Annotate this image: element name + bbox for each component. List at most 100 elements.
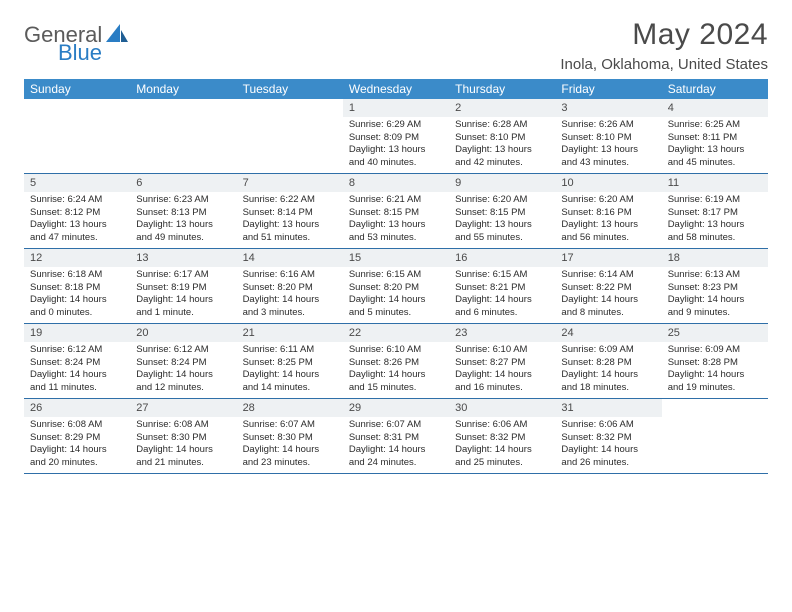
day-cell: 16Sunrise: 6:15 AMSunset: 8:21 PMDayligh… (449, 249, 555, 323)
sunset-text: Sunset: 8:15 PM (455, 207, 549, 220)
sunrise-text: Sunrise: 6:08 AM (136, 419, 230, 432)
weekday-header: Sunday (24, 79, 130, 99)
sunset-text: Sunset: 8:21 PM (455, 282, 549, 295)
sunrise-text: Sunrise: 6:06 AM (561, 419, 655, 432)
daylight-text: Daylight: 14 hours and 19 minutes. (668, 369, 762, 394)
sunrise-text: Sunrise: 6:09 AM (561, 344, 655, 357)
sunset-text: Sunset: 8:24 PM (136, 357, 230, 370)
daylight-text: Daylight: 13 hours and 47 minutes. (30, 219, 124, 244)
daylight-text: Daylight: 13 hours and 45 minutes. (668, 144, 762, 169)
weeks-container: 1Sunrise: 6:29 AMSunset: 8:09 PMDaylight… (24, 99, 768, 474)
day-number: 7 (237, 174, 343, 192)
week-row: 12Sunrise: 6:18 AMSunset: 8:18 PMDayligh… (24, 249, 768, 324)
day-cell: 24Sunrise: 6:09 AMSunset: 8:28 PMDayligh… (555, 324, 661, 398)
day-number: 8 (343, 174, 449, 192)
daylight-text: Daylight: 14 hours and 14 minutes. (243, 369, 337, 394)
day-cell: 5Sunrise: 6:24 AMSunset: 8:12 PMDaylight… (24, 174, 130, 248)
sunrise-text: Sunrise: 6:14 AM (561, 269, 655, 282)
day-cell (24, 99, 130, 173)
sunset-text: Sunset: 8:12 PM (30, 207, 124, 220)
logo-text-blue-wrap: Blue (58, 40, 102, 66)
day-cell: 15Sunrise: 6:15 AMSunset: 8:20 PMDayligh… (343, 249, 449, 323)
week-row: 5Sunrise: 6:24 AMSunset: 8:12 PMDaylight… (24, 174, 768, 249)
sunrise-text: Sunrise: 6:13 AM (668, 269, 762, 282)
weekday-header: Thursday (449, 79, 555, 99)
week-row: 1Sunrise: 6:29 AMSunset: 8:09 PMDaylight… (24, 99, 768, 174)
day-number: 20 (130, 324, 236, 342)
day-number: 1 (343, 99, 449, 117)
sail-icon (106, 24, 128, 47)
sunset-text: Sunset: 8:32 PM (561, 432, 655, 445)
day-cell: 3Sunrise: 6:26 AMSunset: 8:10 PMDaylight… (555, 99, 661, 173)
day-number: 14 (237, 249, 343, 267)
sunset-text: Sunset: 8:17 PM (668, 207, 762, 220)
day-cell: 30Sunrise: 6:06 AMSunset: 8:32 PMDayligh… (449, 399, 555, 473)
sunset-text: Sunset: 8:11 PM (668, 132, 762, 145)
daylight-text: Daylight: 14 hours and 26 minutes. (561, 444, 655, 469)
sunrise-text: Sunrise: 6:18 AM (30, 269, 124, 282)
day-cell: 12Sunrise: 6:18 AMSunset: 8:18 PMDayligh… (24, 249, 130, 323)
day-number: 11 (662, 174, 768, 192)
day-cell (237, 99, 343, 173)
daylight-text: Daylight: 13 hours and 43 minutes. (561, 144, 655, 169)
daylight-text: Daylight: 13 hours and 40 minutes. (349, 144, 443, 169)
weekday-header: Wednesday (343, 79, 449, 99)
header: General May 2024 Inola, Oklahoma, United… (24, 18, 768, 73)
sunrise-text: Sunrise: 6:07 AM (349, 419, 443, 432)
sunrise-text: Sunrise: 6:07 AM (243, 419, 337, 432)
daylight-text: Daylight: 14 hours and 11 minutes. (30, 369, 124, 394)
daylight-text: Daylight: 13 hours and 51 minutes. (243, 219, 337, 244)
sunset-text: Sunset: 8:27 PM (455, 357, 549, 370)
day-body: Sunrise: 6:09 AMSunset: 8:28 PMDaylight:… (555, 342, 661, 398)
sunrise-text: Sunrise: 6:26 AM (561, 119, 655, 132)
daylight-text: Daylight: 14 hours and 0 minutes. (30, 294, 124, 319)
daylight-text: Daylight: 14 hours and 1 minute. (136, 294, 230, 319)
page: General May 2024 Inola, Oklahoma, United… (0, 0, 792, 490)
daylight-text: Daylight: 13 hours and 53 minutes. (349, 219, 443, 244)
daylight-text: Daylight: 14 hours and 20 minutes. (30, 444, 124, 469)
sunset-text: Sunset: 8:31 PM (349, 432, 443, 445)
sunrise-text: Sunrise: 6:20 AM (455, 194, 549, 207)
day-body: Sunrise: 6:11 AMSunset: 8:25 PMDaylight:… (237, 342, 343, 398)
day-body: Sunrise: 6:13 AMSunset: 8:23 PMDaylight:… (662, 267, 768, 323)
sunrise-text: Sunrise: 6:09 AM (668, 344, 762, 357)
day-cell: 20Sunrise: 6:12 AMSunset: 8:24 PMDayligh… (130, 324, 236, 398)
day-number: 22 (343, 324, 449, 342)
day-body: Sunrise: 6:20 AMSunset: 8:16 PMDaylight:… (555, 192, 661, 248)
daylight-text: Daylight: 14 hours and 5 minutes. (349, 294, 443, 319)
day-number: 19 (24, 324, 130, 342)
sunset-text: Sunset: 8:14 PM (243, 207, 337, 220)
sunrise-text: Sunrise: 6:10 AM (455, 344, 549, 357)
sunset-text: Sunset: 8:20 PM (243, 282, 337, 295)
day-body: Sunrise: 6:12 AMSunset: 8:24 PMDaylight:… (24, 342, 130, 398)
day-number: 26 (24, 399, 130, 417)
day-cell: 31Sunrise: 6:06 AMSunset: 8:32 PMDayligh… (555, 399, 661, 473)
sunrise-text: Sunrise: 6:17 AM (136, 269, 230, 282)
sunset-text: Sunset: 8:28 PM (668, 357, 762, 370)
weekday-header: Saturday (662, 79, 768, 99)
day-body: Sunrise: 6:07 AMSunset: 8:30 PMDaylight:… (237, 417, 343, 473)
sunrise-text: Sunrise: 6:24 AM (30, 194, 124, 207)
sunrise-text: Sunrise: 6:22 AM (243, 194, 337, 207)
day-body: Sunrise: 6:16 AMSunset: 8:20 PMDaylight:… (237, 267, 343, 323)
day-body: Sunrise: 6:08 AMSunset: 8:30 PMDaylight:… (130, 417, 236, 473)
day-cell: 9Sunrise: 6:20 AMSunset: 8:15 PMDaylight… (449, 174, 555, 248)
day-number: 28 (237, 399, 343, 417)
sunset-text: Sunset: 8:23 PM (668, 282, 762, 295)
day-cell: 19Sunrise: 6:12 AMSunset: 8:24 PMDayligh… (24, 324, 130, 398)
day-cell: 23Sunrise: 6:10 AMSunset: 8:27 PMDayligh… (449, 324, 555, 398)
day-body: Sunrise: 6:14 AMSunset: 8:22 PMDaylight:… (555, 267, 661, 323)
day-cell: 17Sunrise: 6:14 AMSunset: 8:22 PMDayligh… (555, 249, 661, 323)
sunset-text: Sunset: 8:20 PM (349, 282, 443, 295)
day-cell (662, 399, 768, 473)
day-cell: 7 Sunrise: 6:22 AMSunset: 8:14 PMDaylight… (237, 174, 343, 248)
day-body: Sunrise: 6:19 AMSunset: 8:17 PMDaylight:… (662, 192, 768, 248)
day-number: 23 (449, 324, 555, 342)
day-cell: 14Sunrise: 6:16 AMSunset: 8:20 PMDayligh… (237, 249, 343, 323)
sunrise-text: Sunrise: 6:12 AM (136, 344, 230, 357)
day-cell: 6Sunrise: 6:23 AMSunset: 8:13 PMDaylight… (130, 174, 236, 248)
sunrise-text: Sunrise: 6:06 AM (455, 419, 549, 432)
week-row: 19Sunrise: 6:12 AMSunset: 8:24 PMDayligh… (24, 324, 768, 399)
day-body: Sunrise: 6:09 AMSunset: 8:28 PMDaylight:… (662, 342, 768, 398)
day-body: Sunrise: 6:26 AMSunset: 8:10 PMDaylight:… (555, 117, 661, 173)
